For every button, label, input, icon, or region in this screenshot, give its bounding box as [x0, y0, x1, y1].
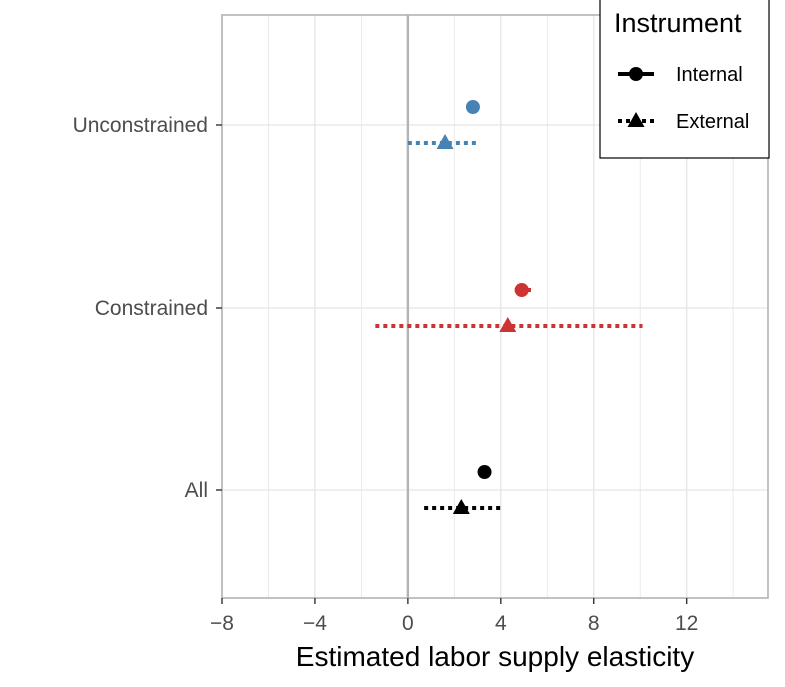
legend: Instrument Internal External [599, 0, 770, 159]
legend-title: Instrument [614, 8, 742, 38]
legend-external-label: External [676, 111, 749, 133]
external-constrained-point [499, 317, 517, 332]
legend-internal-label: Internal [676, 64, 743, 86]
external-unconstrained-point [436, 134, 454, 149]
y-tick-label: Unconstrained [73, 114, 208, 137]
legend-internal-circle [629, 67, 643, 81]
legend-entry-external: External [618, 111, 749, 133]
x-tick-label: 4 [495, 612, 507, 635]
internal-unconstrained-point [465, 100, 480, 114]
legend-external-triangle [627, 112, 645, 127]
legend-box [599, 0, 770, 159]
plot-border [221, 14, 769, 599]
x-tick-label: −4 [303, 612, 327, 635]
x-tick-label: −8 [210, 612, 234, 635]
internal-all-point [477, 465, 492, 479]
internal-constrained-point [514, 283, 529, 297]
gridlines [221, 15, 768, 598]
data-marks [375, 100, 643, 514]
axes: −8 −4 0 4 8 12 Unconstrained Constrained All [73, 114, 699, 635]
x-tick-label: 8 [588, 612, 600, 635]
y-tick-label: All [185, 479, 208, 502]
x-tick-label: 0 [402, 612, 414, 635]
legend-entry-internal: Internal [618, 64, 743, 86]
y-tick-label: Constrained [95, 297, 208, 320]
x-tick-label: 12 [675, 612, 698, 635]
external-all-point [452, 499, 470, 514]
x-axis-title: Estimated labor supply elasticity [296, 641, 694, 672]
